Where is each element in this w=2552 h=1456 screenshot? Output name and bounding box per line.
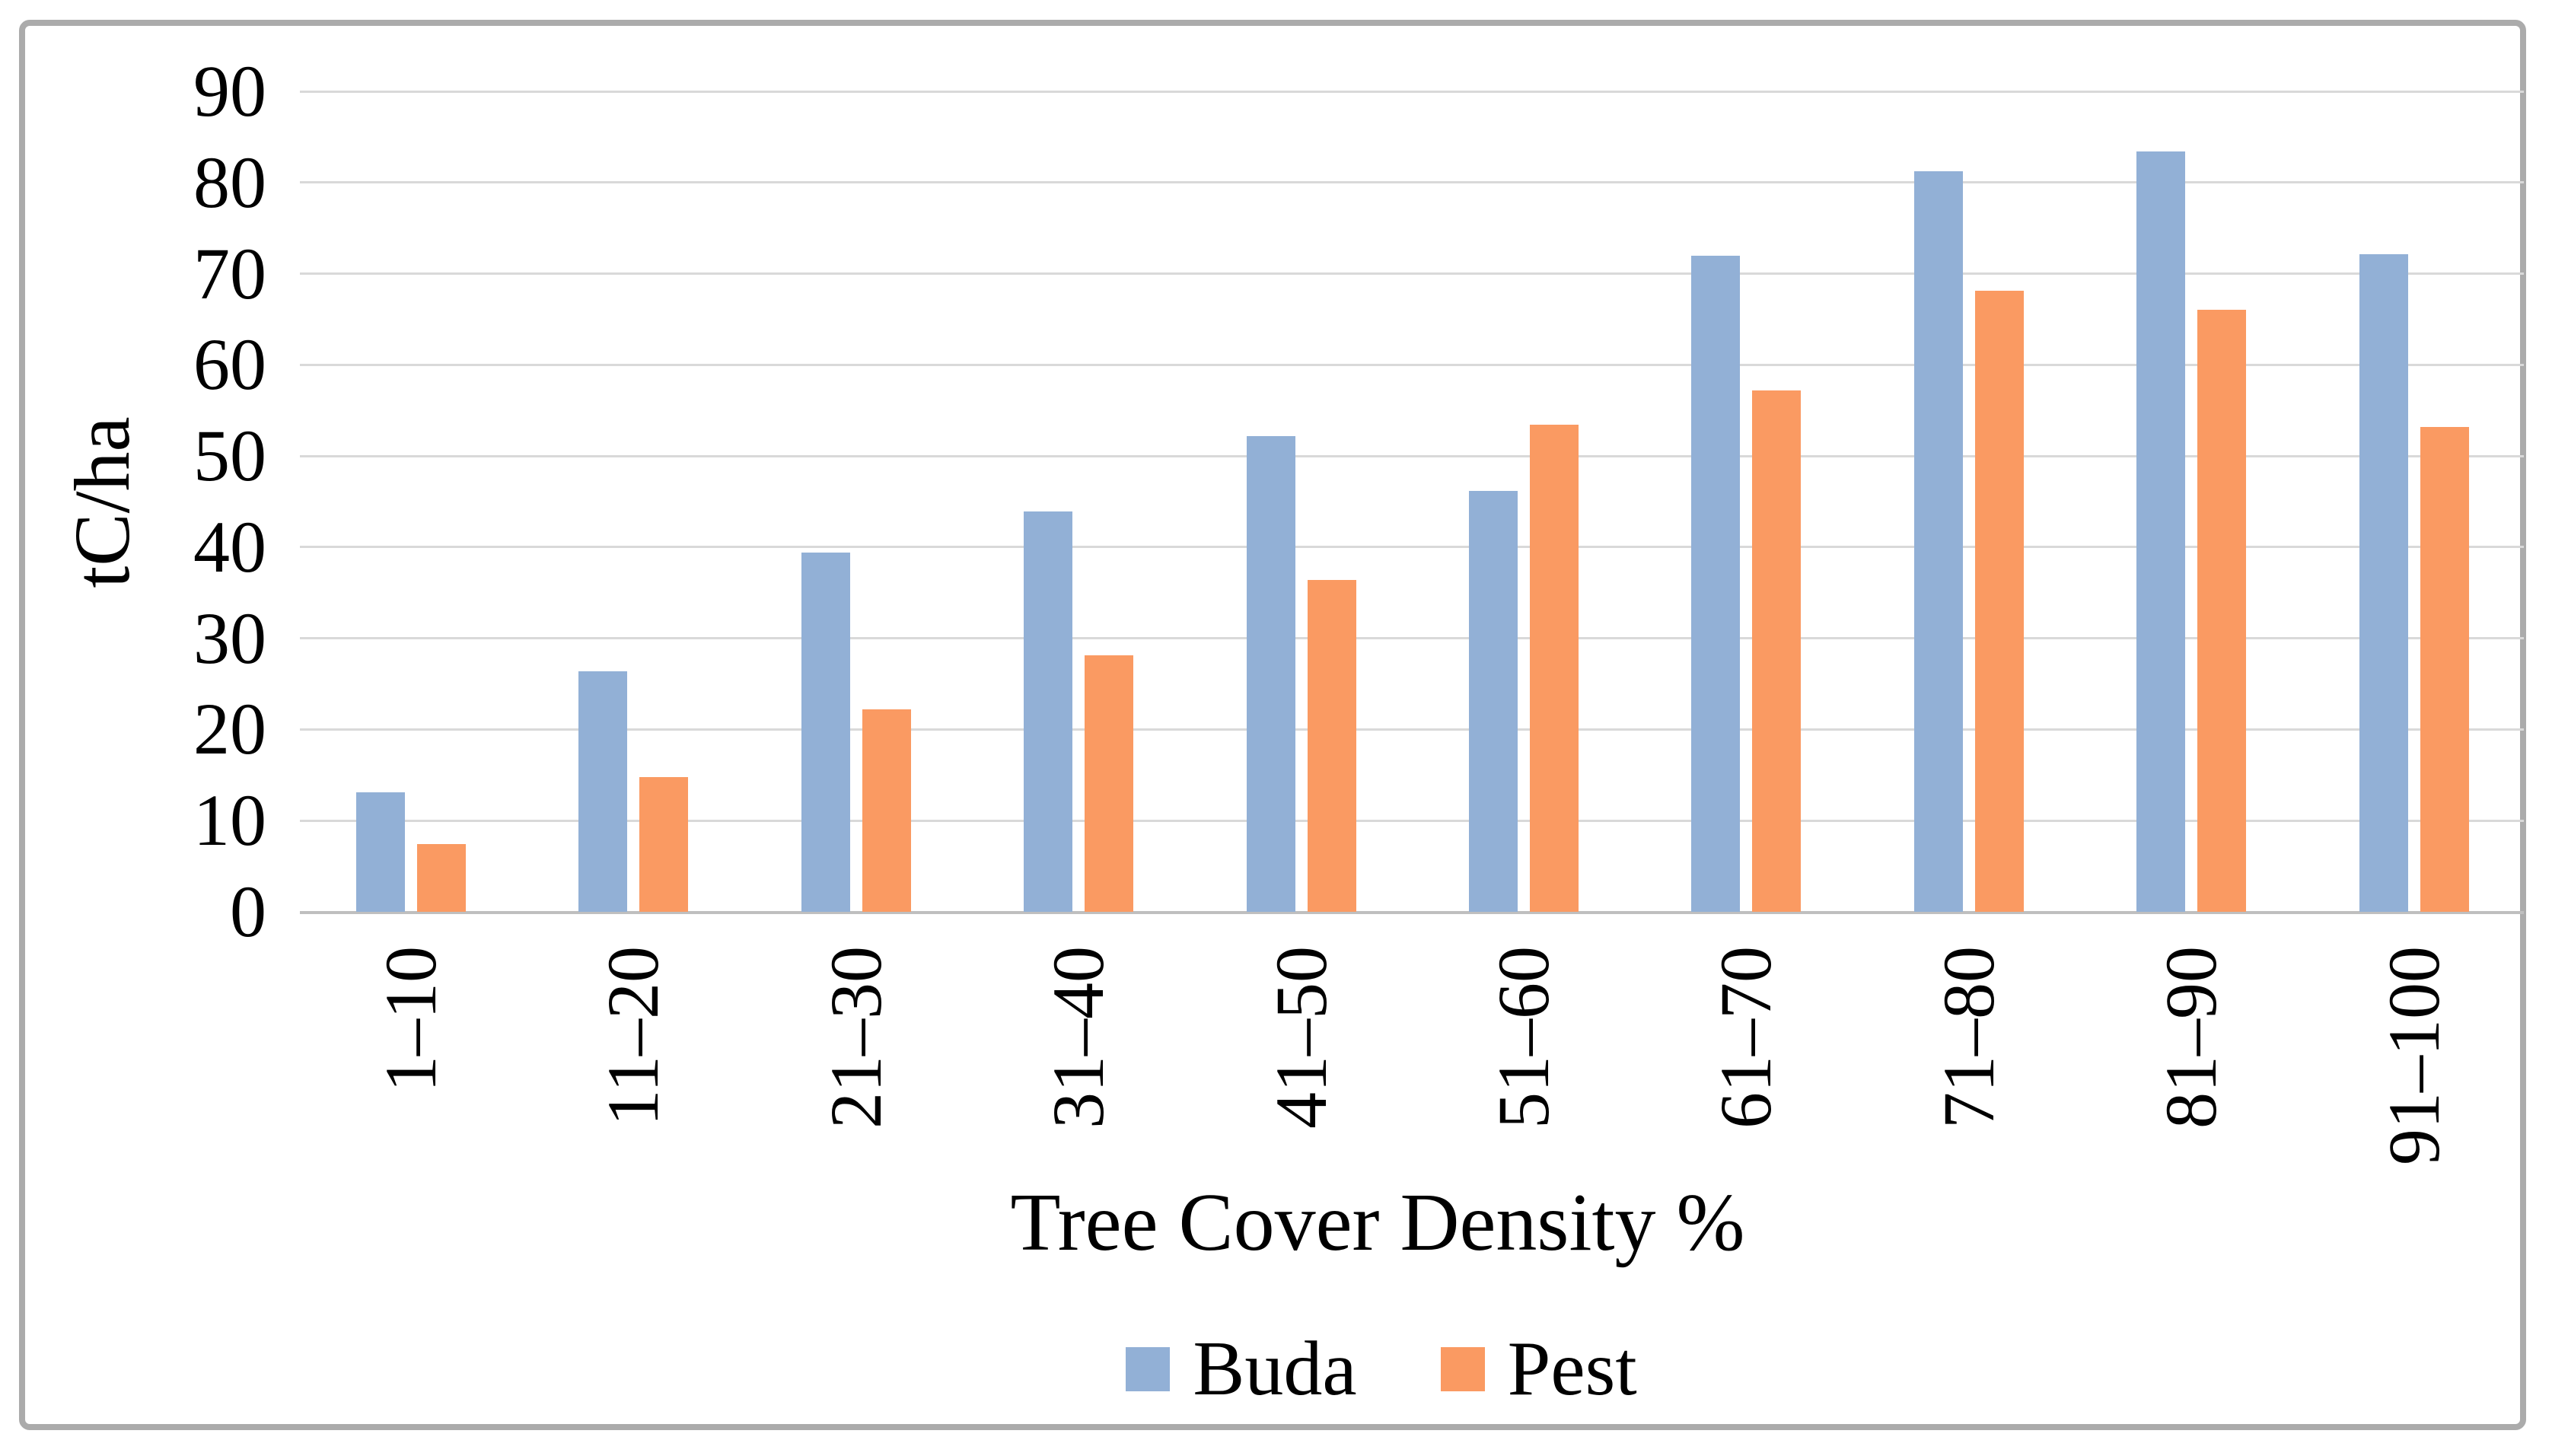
bar-buda-31–40 <box>1024 511 1073 912</box>
legend-label-buda: Buda <box>1193 1326 1357 1412</box>
x-category-label: 61–70 <box>1705 946 1787 1129</box>
bar-pest-51–60 <box>1530 425 1579 912</box>
gridline <box>300 363 2524 366</box>
x-category-label: 51–60 <box>1483 946 1564 1129</box>
legend-label-pest: Pest <box>1507 1326 1637 1412</box>
x-category-label: 81–90 <box>2150 946 2232 1129</box>
y-tick-label: 60 <box>193 323 266 406</box>
y-axis-title: tC/ha <box>59 416 146 588</box>
bar-buda-11–20 <box>578 671 628 912</box>
y-tick-label: 50 <box>193 415 266 497</box>
gridline <box>300 546 2524 549</box>
x-category-label: 71–80 <box>1927 946 2009 1129</box>
x-category-label: 31–40 <box>1037 946 1120 1129</box>
bar-pest-71–80 <box>1974 291 2024 912</box>
gridline <box>300 728 2524 731</box>
bar-pest-11–20 <box>639 776 689 912</box>
gridline <box>300 819 2524 822</box>
gridline <box>300 90 2524 93</box>
x-axis-baseline <box>300 910 2524 914</box>
legend-swatch-pest <box>1440 1347 1485 1391</box>
bar-buda-41–50 <box>1246 435 1295 912</box>
bar-pest-1–10 <box>417 844 466 912</box>
y-tick-label: 90 <box>193 50 266 132</box>
x-category-label: 11–20 <box>592 946 674 1126</box>
y-tick-label: 10 <box>193 779 266 862</box>
y-tick-label: 0 <box>230 871 266 952</box>
x-category-label: 1–10 <box>370 946 451 1092</box>
x-category-label: 21–30 <box>814 946 897 1129</box>
bar-buda-91–100 <box>2359 254 2408 912</box>
bar-buda-51–60 <box>1469 490 1518 912</box>
bar-buda-71–80 <box>1913 171 1963 912</box>
legend-item-buda: Buda <box>1126 1326 1357 1412</box>
gridline <box>300 181 2524 184</box>
legend-swatch-buda <box>1126 1347 1171 1391</box>
x-axis-title: Tree Cover Density % <box>1010 1177 1745 1268</box>
gridline <box>300 637 2524 640</box>
bar-buda-21–30 <box>801 553 850 912</box>
y-tick-label: 30 <box>193 597 266 679</box>
bar-buda-1–10 <box>356 792 405 912</box>
legend-item-pest: Pest <box>1440 1326 1637 1412</box>
y-tick-label: 70 <box>193 232 266 314</box>
gridline <box>300 272 2524 276</box>
x-category-label: 91–100 <box>2372 946 2455 1165</box>
bar-buda-81–90 <box>2136 151 2186 912</box>
y-tick-label: 20 <box>193 688 266 770</box>
y-tick-label: 80 <box>193 141 266 223</box>
bar-pest-31–40 <box>1085 655 1134 912</box>
bar-pest-21–30 <box>862 709 911 912</box>
legend: Buda Pest <box>232 1330 2531 1408</box>
bar-buda-61–70 <box>1691 255 1741 912</box>
y-tick-label: 40 <box>193 505 266 588</box>
bar-pest-91–100 <box>2420 426 2469 912</box>
bar-pest-41–50 <box>1307 580 1356 912</box>
gridline <box>300 454 2524 457</box>
x-category-label: 41–50 <box>1260 946 1342 1129</box>
bar-pest-61–70 <box>1752 390 1802 912</box>
bar-pest-81–90 <box>2197 310 2247 912</box>
